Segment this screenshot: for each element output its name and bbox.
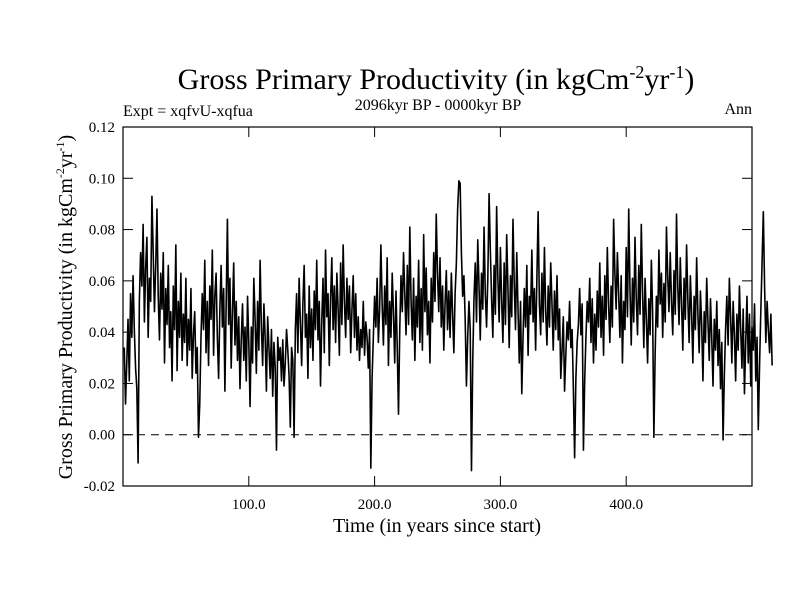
y-tick-label: -0.02 — [84, 479, 115, 495]
chart-title: Gross Primary Productivity (in kgCm-2yr-… — [178, 62, 695, 96]
x-tick-label: 400.0 — [609, 497, 643, 513]
plot-frame — [122, 126, 753, 487]
series-group — [123, 180, 773, 472]
chart-subtitle: 2096kyr BP - 0000kyr BP — [355, 97, 522, 114]
x-axis-label: Time (in years since start) — [333, 515, 541, 537]
y-axis-ticks: -0.02 0.00 0.02 0.04 0.06 0.08 0.10 0.12 — [84, 120, 752, 495]
y-tick-label: 0.06 — [89, 274, 116, 290]
y-tick-label: 0.02 — [89, 376, 115, 392]
x-axis-ticks: 100.0 200.0 300.0 400.0 — [232, 127, 643, 513]
y-tick-label: 0.10 — [89, 171, 115, 187]
x-tick-label: 200.0 — [358, 497, 392, 513]
season-label: Ann — [724, 101, 752, 118]
x-tick-label: 300.0 — [484, 497, 518, 513]
y-tick-label: 0.00 — [89, 428, 115, 444]
x-tick-label: 100.0 — [232, 497, 266, 513]
y-tick-label: 0.04 — [89, 325, 116, 341]
y-tick-label: 0.12 — [89, 120, 115, 136]
y-tick-label: 0.08 — [89, 223, 115, 239]
y-axis-label: Gross Primary Productivity (in kgCm-2yr-… — [53, 135, 77, 479]
experiment-label: Expt = xqfvU-xqfua — [123, 103, 253, 120]
series-line — [123, 180, 773, 472]
